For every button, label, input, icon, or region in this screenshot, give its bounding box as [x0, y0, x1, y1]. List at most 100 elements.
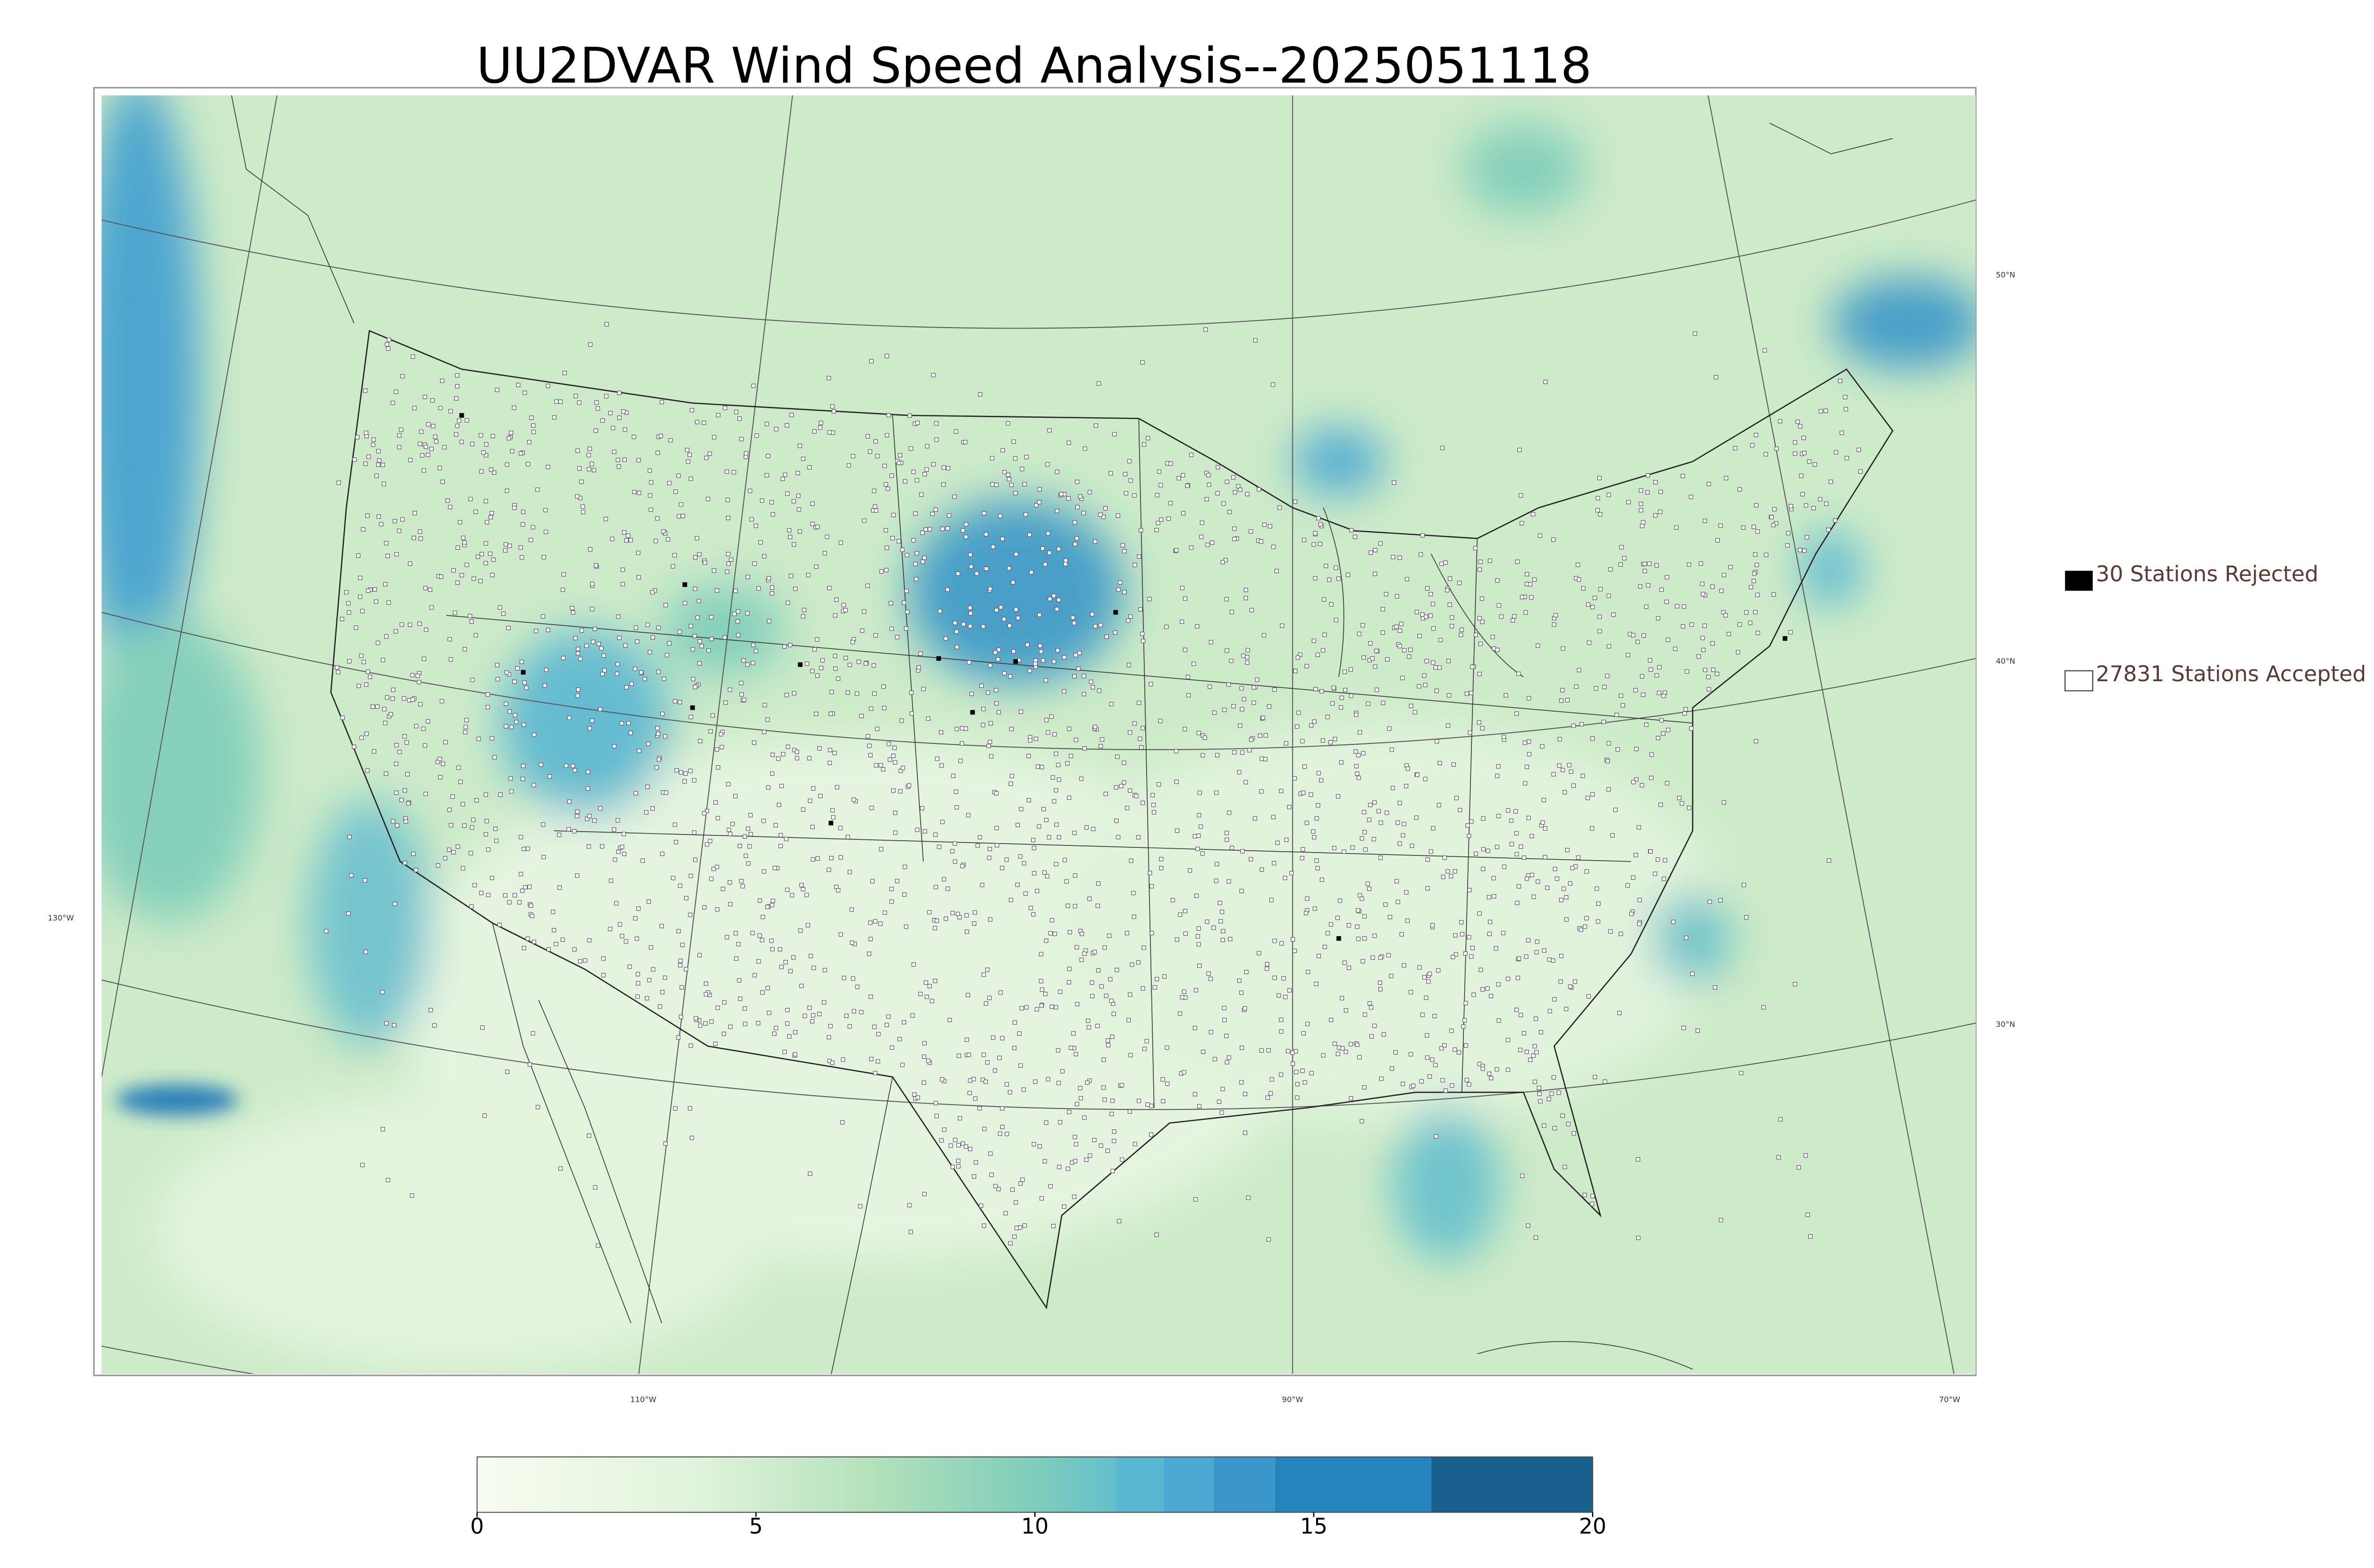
station-marker: [1839, 431, 1844, 435]
station-marker: [827, 430, 832, 435]
station-marker: [485, 705, 490, 710]
station-marker: [1148, 871, 1152, 875]
station-marker: [1047, 550, 1052, 555]
station-marker: [902, 1020, 906, 1024]
station-marker: [1074, 1102, 1079, 1107]
station-marker: [1754, 563, 1759, 567]
station-marker: [1744, 915, 1749, 920]
station-marker: [1542, 798, 1546, 802]
station-marker: [846, 835, 850, 839]
station-marker: [1000, 1106, 1005, 1111]
station-marker: [1362, 810, 1366, 815]
station-marker: [1596, 901, 1601, 906]
station-marker: [866, 734, 870, 739]
station-marker: [463, 730, 468, 734]
station-marker: [1606, 787, 1611, 792]
station-marker: [1302, 537, 1307, 543]
station-marker: [1386, 953, 1391, 958]
station-marker: [394, 389, 398, 394]
station-marker: [1174, 548, 1178, 553]
station-marker: [996, 1187, 1001, 1192]
station-marker: [1073, 542, 1077, 546]
station-marker: [1423, 683, 1428, 687]
station-marker: [1368, 641, 1373, 646]
station-marker: [1576, 577, 1581, 582]
station-marker: [1687, 806, 1692, 810]
station-marker: [415, 673, 420, 678]
station-marker: [1165, 1045, 1169, 1050]
station-marker: [1215, 753, 1220, 758]
station-marker: [1561, 646, 1565, 651]
station-marker: [1346, 573, 1350, 577]
station-marker: [1605, 674, 1610, 678]
station-marker: [1047, 597, 1052, 601]
station-marker: [1495, 648, 1500, 652]
station-marker: [798, 928, 803, 933]
station-marker: [822, 1000, 827, 1005]
station-marker: [931, 373, 936, 377]
station-marker: [915, 827, 920, 832]
station-marker: [1679, 801, 1684, 806]
station-marker: [1752, 579, 1756, 583]
station-marker: [870, 879, 875, 883]
station-marker: [709, 615, 714, 620]
station-marker: [723, 405, 727, 410]
station-marker: [1448, 576, 1452, 581]
station-marker: [822, 967, 827, 973]
station-marker: [1239, 686, 1244, 691]
station-marker: [789, 413, 794, 417]
station-marker: [827, 586, 832, 591]
station-marker: [431, 423, 435, 429]
station-marker: [455, 580, 460, 585]
station-marker: [1744, 610, 1749, 615]
station-marker: [665, 653, 669, 657]
station-marker: [963, 535, 969, 539]
station-marker: [793, 1052, 798, 1057]
station-marker: [344, 590, 349, 595]
station-marker: [660, 852, 665, 856]
station-marker: [902, 600, 906, 605]
station-marker: [789, 573, 793, 578]
station-marker: [1320, 738, 1325, 743]
station-marker: [1232, 750, 1237, 755]
station-marker: [902, 892, 907, 897]
station-rejected: [459, 413, 464, 418]
station-marker: [1473, 546, 1478, 551]
station-marker: [728, 1024, 733, 1029]
station-marker: [575, 494, 580, 499]
station-marker: [1138, 736, 1142, 741]
station-marker: [931, 462, 936, 467]
station-marker: [1753, 610, 1758, 615]
station-marker: [851, 454, 856, 459]
station-marker: [615, 818, 620, 823]
station-marker: [869, 359, 874, 364]
station-marker: [829, 712, 833, 716]
station-marker: [1449, 1028, 1454, 1033]
station-marker: [403, 788, 407, 793]
station-marker: [517, 900, 522, 905]
station-marker: [423, 586, 428, 591]
station-marker: [1271, 545, 1276, 549]
station-marker: [695, 615, 700, 620]
station-marker: [1590, 605, 1595, 610]
station-marker: [997, 1055, 1002, 1060]
station-marker: [795, 756, 800, 761]
station-marker: [1253, 338, 1258, 343]
station-marker: [678, 700, 682, 704]
station-marker: [1534, 1235, 1538, 1240]
station-marker: [1706, 687, 1711, 692]
station-marker: [628, 731, 633, 735]
station-marker: [1156, 521, 1160, 526]
station-marker: [385, 695, 389, 700]
station-marker: [1065, 761, 1070, 766]
station-marker: [785, 1008, 790, 1013]
station-marker: [1481, 866, 1486, 871]
station-marker: [1427, 1074, 1432, 1079]
station-marker: [1194, 988, 1198, 993]
station-marker: [1044, 678, 1048, 683]
station-marker: [1036, 764, 1040, 769]
station-marker: [1608, 929, 1613, 934]
station-marker: [1808, 1234, 1813, 1239]
station-marker: [363, 878, 367, 883]
station-marker: [1405, 918, 1410, 923]
